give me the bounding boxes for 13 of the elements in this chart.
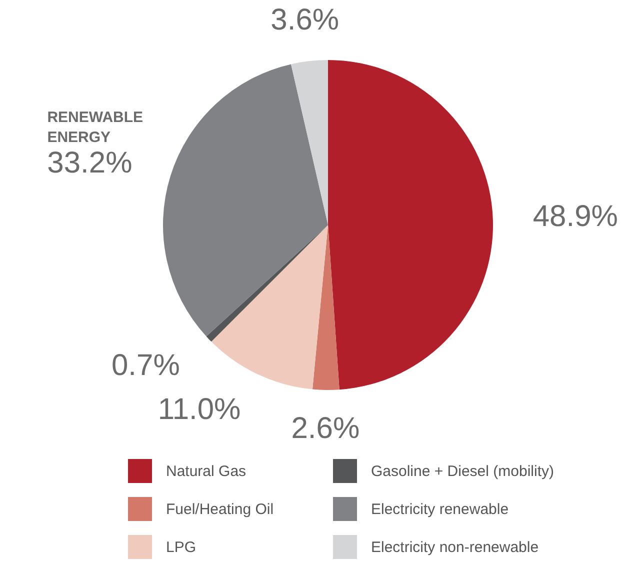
data-label: 11.0% (158, 392, 241, 426)
legend-label: Electricity non-renewable (371, 538, 539, 556)
data-label: 0.7% (112, 349, 180, 382)
legend-label: Fuel/Heating Oil (166, 500, 274, 518)
legend-label: LPG (166, 538, 196, 556)
data-label: 3.6% (270, 4, 340, 37)
legend-label: Gasoline + Diesel (mobility) (371, 462, 554, 480)
data-label: 48.9% (532, 200, 618, 234)
legend-label: Electricity renewable (371, 500, 509, 518)
legend-label: Natural Gas (166, 462, 246, 480)
data-label: 33.2% (47, 146, 132, 180)
data-label: 2.6% (291, 412, 360, 446)
text: RENEWABLE ENERGY (47, 109, 144, 146)
